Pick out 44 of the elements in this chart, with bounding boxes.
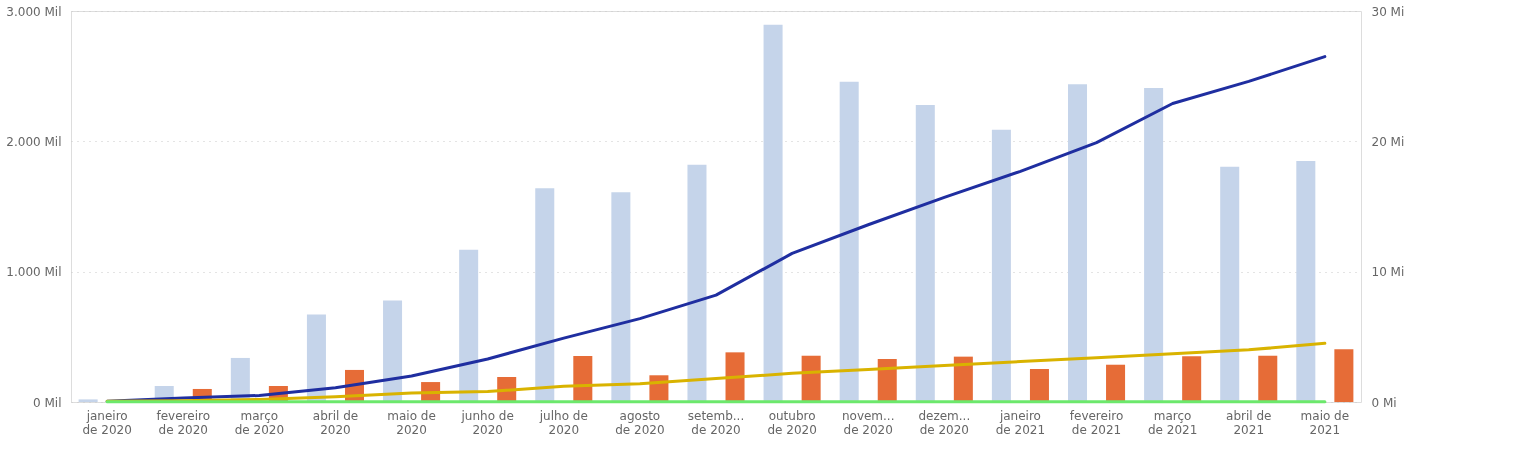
bar — [915, 104, 935, 402]
y2-tick-label: 10 Mi — [1371, 265, 1405, 280]
bar — [1067, 84, 1088, 402]
y2-tick-label: 20 Mi — [1371, 134, 1405, 149]
x-tick-label: novem... de 2020 — [841, 408, 895, 437]
x-tick-label: dezem... de 2020 — [918, 408, 971, 437]
bar — [1144, 88, 1164, 402]
bar — [1220, 166, 1240, 402]
bar — [383, 300, 403, 402]
x-tick-label: outubro de 2020 — [767, 408, 817, 437]
bar — [1334, 349, 1354, 402]
x-tick-label: maio de 2020 — [387, 408, 436, 437]
bar — [1258, 355, 1278, 402]
x-tick-label: setemb... de 2020 — [687, 408, 745, 437]
bar — [687, 164, 707, 402]
x-tick-label: agosto de 2020 — [615, 408, 665, 437]
y-tick-label: 1.000 Mil — [6, 265, 62, 280]
bar — [1106, 364, 1126, 402]
bar — [1296, 161, 1316, 402]
y-tick-label: 2.000 Mil — [6, 134, 62, 149]
bar — [459, 249, 479, 402]
x-tick-label: julho de 2020 — [538, 408, 588, 437]
bar — [991, 129, 1011, 402]
y-tick-label: 0 Mil — [33, 395, 62, 410]
bar — [78, 399, 98, 402]
bar — [763, 24, 783, 402]
x-tick-label: abril de 2020 — [312, 408, 359, 437]
x-tick-label: março de 2021 — [1147, 408, 1198, 437]
x-tick-label: abril de 2021 — [1226, 408, 1272, 437]
y-tick-label: 3.000 Mil — [6, 4, 62, 19]
bar — [611, 192, 631, 402]
y2-tick-label: 30 Mi — [1371, 4, 1405, 19]
y2-tick-label: 0 Mi — [1371, 395, 1397, 410]
x-tick-label: fevereiro de 2021 — [1069, 408, 1124, 437]
x-tick-label: maio de 2021 — [1300, 408, 1350, 437]
bar — [535, 188, 555, 402]
x-tick-label: janeiro de 2020 — [82, 408, 132, 437]
x-tick-label: janeiro de 2021 — [995, 408, 1046, 437]
bar — [1182, 356, 1202, 402]
x-tick-label: fevereiro de 2020 — [156, 408, 211, 437]
x-tick-label: março de 2020 — [234, 408, 285, 437]
x-tick-label: junho de 2020 — [460, 408, 514, 437]
bar — [839, 81, 859, 402]
bar — [1029, 369, 1049, 402]
